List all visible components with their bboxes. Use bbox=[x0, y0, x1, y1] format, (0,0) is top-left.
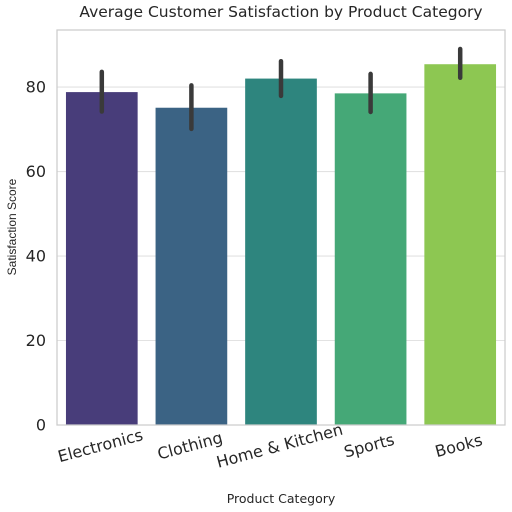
plot-frame bbox=[56, 29, 506, 426]
bar bbox=[155, 107, 228, 426]
y-tick-labels: 0 20 40 60 80 bbox=[26, 78, 46, 435]
y-tick-label: 80 bbox=[26, 78, 46, 97]
y-tick-label: 60 bbox=[26, 162, 46, 181]
error-bars bbox=[99, 46, 463, 132]
bar bbox=[245, 78, 317, 425]
bar bbox=[424, 64, 497, 426]
bars bbox=[65, 64, 497, 426]
chart-title: Average Customer Satisfaction by Product… bbox=[79, 3, 482, 21]
y-tick-label: 40 bbox=[26, 247, 46, 266]
bar bbox=[65, 92, 138, 426]
y-tick-label: 0 bbox=[36, 416, 46, 435]
y-axis-label: Satisfaction Score bbox=[5, 178, 19, 275]
x-axis-label: Product Category bbox=[227, 491, 336, 506]
y-tick-label: 20 bbox=[26, 331, 46, 350]
bar bbox=[334, 93, 407, 425]
